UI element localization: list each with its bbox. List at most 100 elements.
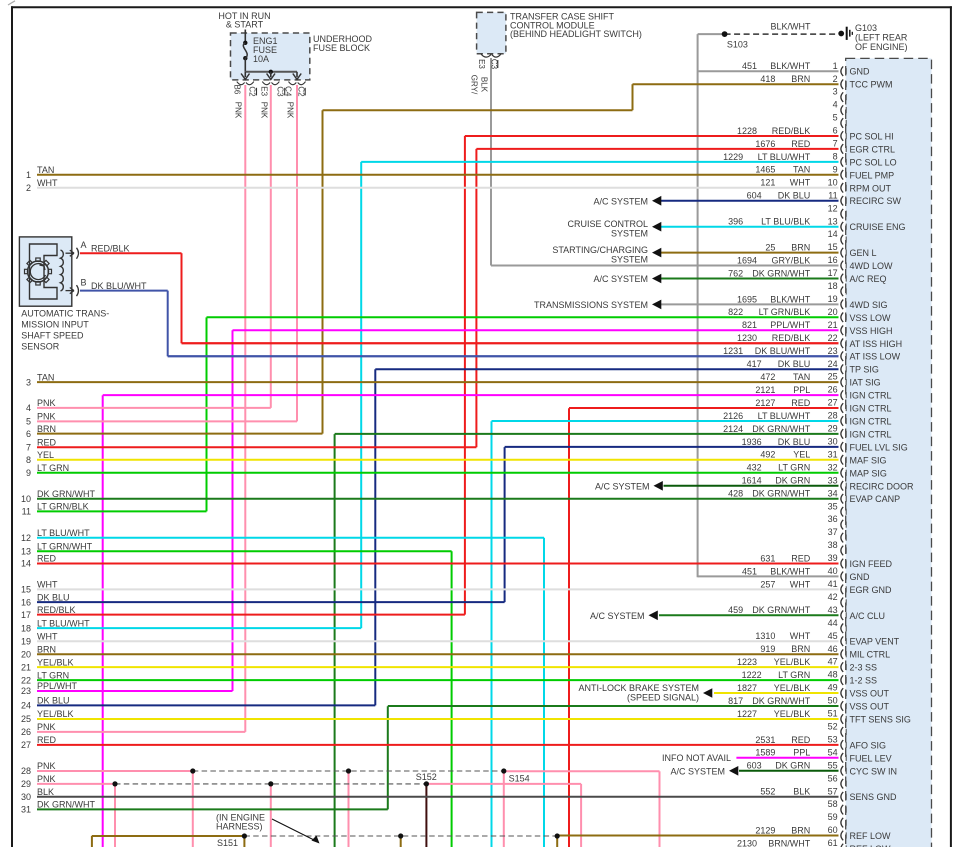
- svg-text:OF ENGINE): OF ENGINE): [855, 42, 908, 52]
- svg-text:418: 418: [760, 74, 775, 84]
- svg-text:919: 919: [760, 644, 775, 654]
- svg-text:1614: 1614: [742, 476, 762, 486]
- svg-text:37: 37: [828, 527, 838, 537]
- svg-text:10A: 10A: [253, 54, 269, 64]
- svg-text:YEL/BLK: YEL/BLK: [774, 657, 811, 667]
- svg-text:TRANSMISSIONS SYSTEM: TRANSMISSIONS SYSTEM: [534, 300, 648, 310]
- svg-text:821: 821: [742, 320, 757, 330]
- svg-text:MAF SIG: MAF SIG: [850, 455, 887, 465]
- svg-text:25: 25: [21, 714, 31, 724]
- svg-text:1227: 1227: [737, 709, 757, 719]
- svg-text:SENSOR: SENSOR: [21, 342, 60, 352]
- svg-text:BLK/WHT: BLK/WHT: [770, 61, 811, 71]
- svg-text:DK GRN: DK GRN: [775, 476, 810, 486]
- svg-text:22: 22: [21, 675, 31, 685]
- svg-text:19: 19: [828, 294, 838, 304]
- svg-text:59: 59: [828, 812, 838, 822]
- svg-text:FUSE: FUSE: [253, 45, 277, 55]
- svg-text:31: 31: [828, 449, 838, 459]
- svg-text:TRANSFER CASE SHIFT: TRANSFER CASE SHIFT: [510, 12, 615, 22]
- svg-text:TAN: TAN: [793, 165, 810, 175]
- svg-text:S152: S152: [416, 772, 437, 782]
- svg-text:C4: C4: [284, 86, 293, 97]
- svg-text:29: 29: [21, 779, 31, 789]
- svg-text:IGN FEED: IGN FEED: [850, 559, 893, 569]
- svg-text:1827: 1827: [737, 683, 757, 693]
- svg-text:S103: S103: [727, 39, 748, 49]
- svg-text:LT BLU/WHT: LT BLU/WHT: [758, 152, 811, 162]
- svg-text:PNK: PNK: [37, 412, 56, 422]
- svg-text:45: 45: [828, 631, 838, 641]
- svg-text:IGN CTRL: IGN CTRL: [850, 417, 892, 427]
- svg-text:38: 38: [828, 540, 838, 550]
- svg-text:LT GRN/WHT: LT GRN/WHT: [37, 541, 93, 551]
- svg-text:492: 492: [760, 450, 775, 460]
- svg-text:RED: RED: [37, 438, 57, 448]
- svg-text:A/C SYSTEM: A/C SYSTEM: [593, 274, 648, 284]
- svg-text:121: 121: [760, 178, 775, 188]
- svg-text:24: 24: [21, 701, 31, 711]
- svg-text:603: 603: [747, 761, 762, 771]
- svg-text:PNK: PNK: [234, 102, 243, 119]
- svg-text:LT GRN/BLK: LT GRN/BLK: [759, 307, 811, 317]
- svg-text:TP SIG: TP SIG: [850, 365, 879, 375]
- svg-text:61: 61: [828, 838, 838, 847]
- svg-text:CYC SW IN: CYC SW IN: [850, 766, 898, 776]
- svg-text:2: 2: [833, 74, 838, 84]
- svg-text:1676: 1676: [755, 139, 775, 149]
- svg-text:2126: 2126: [723, 411, 743, 421]
- svg-text:396: 396: [728, 217, 743, 227]
- svg-text:DK BLU: DK BLU: [37, 696, 70, 706]
- svg-text:HOT IN RUN: HOT IN RUN: [218, 11, 270, 21]
- svg-text:C3: C3: [276, 86, 285, 97]
- svg-text:LT BLU/WHT: LT BLU/WHT: [758, 411, 811, 421]
- svg-text:MISSION INPUT: MISSION INPUT: [21, 320, 89, 330]
- svg-text:BRN: BRN: [37, 644, 56, 654]
- svg-text:HARNESS): HARNESS): [216, 822, 263, 832]
- svg-text:26: 26: [21, 727, 31, 737]
- svg-text:17: 17: [828, 268, 838, 278]
- svg-text:AT ISS HIGH: AT ISS HIGH: [850, 339, 903, 349]
- svg-text:817: 817: [728, 696, 743, 706]
- svg-text:257: 257: [760, 579, 775, 589]
- svg-text:451: 451: [742, 566, 757, 576]
- svg-text:DK BLU: DK BLU: [778, 359, 811, 369]
- svg-text:55: 55: [828, 760, 838, 770]
- svg-text:19: 19: [21, 636, 31, 646]
- svg-text:30: 30: [828, 437, 838, 447]
- svg-text:21: 21: [21, 662, 31, 672]
- svg-text:27: 27: [828, 398, 838, 408]
- svg-text:2-3 SS: 2-3 SS: [850, 663, 878, 673]
- svg-text:TAN: TAN: [37, 372, 54, 382]
- svg-text:& START: & START: [226, 19, 264, 29]
- svg-text:10: 10: [828, 177, 838, 187]
- svg-text:EVAP VENT: EVAP VENT: [850, 637, 900, 647]
- svg-text:YEL/BLK: YEL/BLK: [774, 709, 811, 719]
- svg-text:DK GRN/WHT: DK GRN/WHT: [752, 605, 810, 615]
- svg-text:16: 16: [828, 255, 838, 265]
- svg-text:UNDERHOOD: UNDERHOOD: [313, 34, 373, 44]
- svg-text:25: 25: [828, 372, 838, 382]
- svg-text:5: 5: [26, 417, 31, 427]
- svg-text:PNK: PNK: [37, 761, 56, 771]
- svg-text:BLK: BLK: [480, 77, 489, 93]
- svg-text:26: 26: [828, 385, 838, 395]
- svg-text:29: 29: [828, 424, 838, 434]
- svg-text:RED: RED: [791, 735, 811, 745]
- svg-text:REF LOW: REF LOW: [850, 831, 892, 841]
- svg-text:8: 8: [833, 152, 838, 162]
- svg-text:RED: RED: [37, 554, 57, 564]
- svg-text:46: 46: [828, 644, 838, 654]
- svg-text:LT GRN: LT GRN: [37, 463, 69, 473]
- svg-text:4WD LOW: 4WD LOW: [850, 261, 894, 271]
- svg-text:LT GRN: LT GRN: [778, 670, 810, 680]
- svg-text:1230: 1230: [737, 333, 757, 343]
- svg-text:DK GRN: DK GRN: [775, 761, 810, 771]
- svg-text:FUEL PMP: FUEL PMP: [850, 170, 895, 180]
- svg-text:VSS OUT: VSS OUT: [850, 689, 890, 699]
- svg-text:54: 54: [828, 747, 838, 757]
- svg-text:GEN L: GEN L: [850, 248, 877, 258]
- svg-text:552: 552: [760, 787, 775, 797]
- svg-text:AUTOMATIC TRANS-: AUTOMATIC TRANS-: [21, 309, 109, 319]
- svg-text:16: 16: [21, 597, 31, 607]
